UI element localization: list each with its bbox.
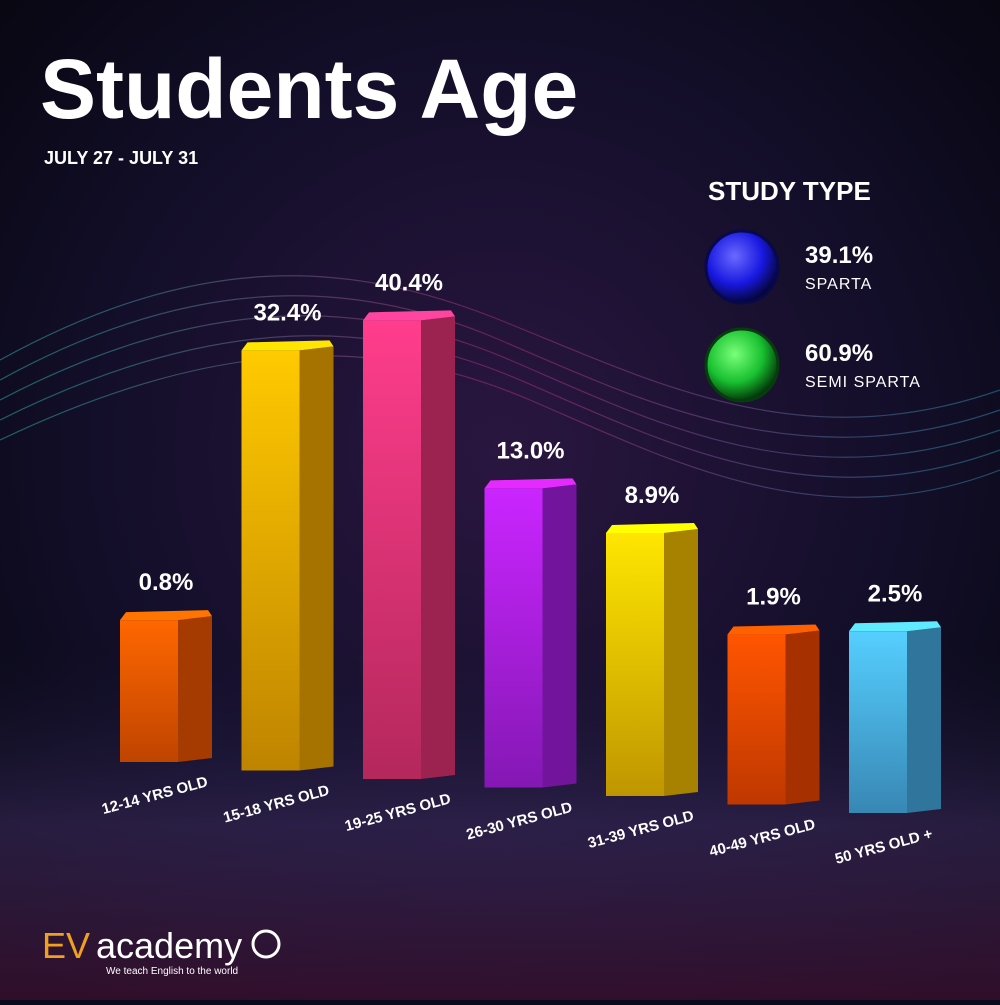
bar [241, 350, 300, 771]
bar-top [120, 610, 212, 621]
brand-name: academy [96, 925, 242, 966]
bar-top [849, 621, 941, 632]
bar-side [299, 346, 334, 771]
bar [727, 634, 786, 805]
waves [0, 275, 1000, 498]
bar [120, 620, 178, 762]
value-label: 2.5% [868, 580, 923, 607]
value-label: 40.4% [375, 269, 443, 296]
legend-label: SPARTA [805, 276, 872, 293]
chart-title: Students Age [40, 42, 578, 136]
value-label: 1.9% [746, 584, 801, 611]
bar [484, 488, 543, 788]
bar [606, 532, 664, 796]
bar-side [421, 316, 455, 779]
legend-label: SEMI SPARTA [805, 374, 921, 391]
bar-top [484, 478, 577, 489]
bar [849, 631, 907, 813]
bar-side [785, 630, 820, 805]
bar-top [606, 522, 698, 533]
legend-value: 60.9% [805, 340, 873, 367]
bar-side [178, 616, 212, 762]
brand: EV academy We teach English to the world [42, 925, 281, 977]
chart-subtitle: JULY 27 - JULY 31 [44, 148, 198, 168]
value-label: 13.0% [496, 437, 564, 464]
value-label: 32.4% [253, 299, 321, 326]
legend-title: STUDY TYPE [708, 176, 871, 206]
bar-side [907, 627, 941, 813]
bar-side [664, 528, 698, 796]
brand-icon [251, 929, 281, 959]
bar-top [727, 624, 820, 635]
brand-name: EV [42, 925, 90, 966]
value-label: 0.8% [139, 569, 194, 596]
bar-top [363, 310, 455, 321]
bar [363, 320, 421, 779]
value-label: 8.9% [625, 482, 680, 509]
bar-side [542, 484, 577, 788]
legend-value: 39.1% [805, 242, 873, 269]
bar-top [241, 340, 334, 351]
legend-marker [704, 229, 780, 305]
brand-tagline: We teach English to the world [106, 966, 238, 977]
legend-marker [704, 327, 780, 403]
